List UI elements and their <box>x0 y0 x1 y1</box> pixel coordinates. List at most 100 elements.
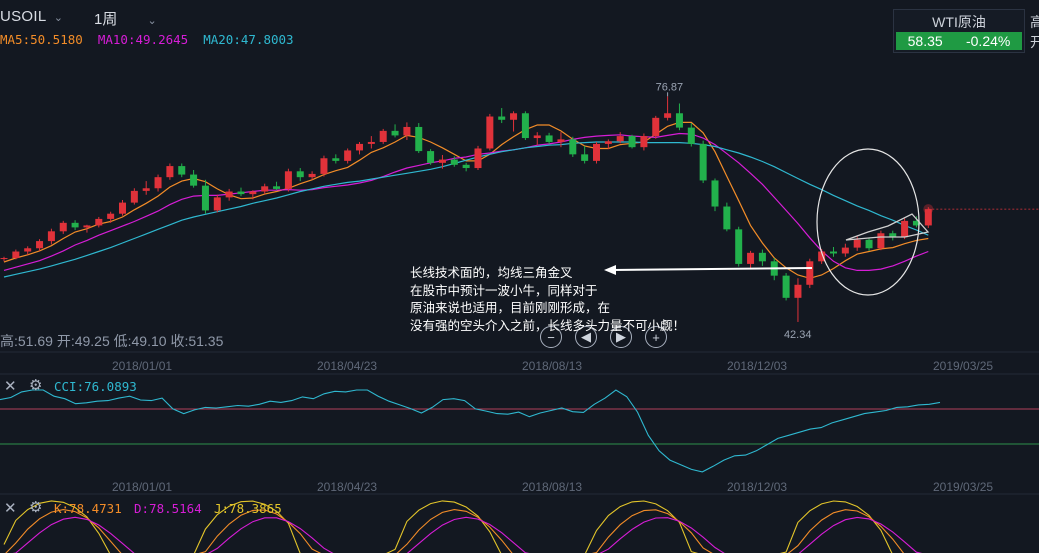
annotation-line: 长线技术面的，均线三角金叉 <box>410 265 573 280</box>
candle <box>356 143 363 151</box>
candle <box>593 143 600 161</box>
side-high-label: 高 <box>1030 14 1039 30</box>
candle <box>901 220 909 238</box>
candle <box>284 171 292 189</box>
candle <box>225 191 233 198</box>
candle <box>569 139 577 155</box>
cci-line <box>0 389 941 473</box>
candle <box>640 136 648 148</box>
kdj-k-label: K:78.4731 <box>54 501 122 516</box>
candle <box>723 206 731 230</box>
candle <box>47 231 55 242</box>
candle <box>758 252 766 262</box>
symbol-selector[interactable]: USOIL ⌄ <box>0 8 63 25</box>
quote-panel[interactable]: WTI原油 58.35 -0.24% <box>893 9 1025 53</box>
candle <box>924 209 932 226</box>
period-label: 1周 <box>94 11 118 28</box>
last-price-glow <box>923 204 934 215</box>
candle <box>604 141 612 144</box>
candle <box>308 173 316 178</box>
candle <box>474 148 482 169</box>
candle <box>213 197 221 211</box>
candle <box>201 185 209 211</box>
quote-title: WTI原油 <box>932 14 986 30</box>
candle <box>616 136 624 142</box>
symbol-label: USOIL <box>0 8 46 25</box>
x-tick-label: 2019/03/25 <box>933 480 994 494</box>
annotation-line: 原油来说也适用，目前刚刚形成，在 <box>410 300 611 315</box>
zoom-out-icon[interactable]: − <box>540 326 562 348</box>
triangle-sketch <box>845 213 930 241</box>
step-back-icon[interactable]: ◀ <box>575 326 597 348</box>
candle <box>557 139 565 142</box>
quote-change: -0.24% <box>965 33 1011 49</box>
candle <box>59 222 67 232</box>
candle <box>912 220 920 226</box>
candle <box>687 127 695 144</box>
candle <box>107 213 115 219</box>
annotation-arrow <box>611 267 813 271</box>
candle <box>486 116 494 149</box>
gear-icon[interactable]: ⚙ <box>29 499 43 516</box>
x-tick-label: 2018/12/03 <box>727 480 788 494</box>
period-selector[interactable]: 1周 ⌄ <box>94 8 157 29</box>
x-tick-label: 2018/01/01 <box>112 480 173 494</box>
candle <box>462 164 470 169</box>
candle <box>853 239 861 248</box>
candle <box>652 117 660 137</box>
side-open-label: 开 <box>1030 34 1039 50</box>
ohlc-readout: 高:51.69 开:49.25 低:49.10 收:51.35 <box>0 333 224 349</box>
candle <box>332 158 340 161</box>
candle <box>510 113 518 120</box>
ma-legend: MA5:50.5180 MA10:49.2645 MA20:47.8003 <box>0 32 294 47</box>
candle <box>628 136 636 148</box>
kdj-j-line <box>3 500 893 553</box>
cci-label: CCI:76.0893 <box>54 379 137 394</box>
x-tick-label: 2019/03/25 <box>933 359 994 373</box>
candle <box>699 143 707 181</box>
kdj-d-line <box>12 516 923 553</box>
candle <box>581 154 589 161</box>
candle <box>427 151 435 163</box>
candle <box>830 251 837 254</box>
gear-icon[interactable]: ⚙ <box>29 377 43 394</box>
candle <box>711 180 719 207</box>
candle <box>12 251 20 259</box>
candle <box>71 222 79 228</box>
annotation-line: 没有强的空头介入之前，长线多头力量不可小觑！ <box>410 317 686 333</box>
candle <box>391 130 399 136</box>
candle <box>83 225 91 228</box>
candle <box>237 191 245 195</box>
x-tick-label: 2018/08/13 <box>522 480 583 494</box>
quote-price-row: 58.35 -0.24% <box>896 32 1022 50</box>
candle <box>379 130 387 142</box>
ma-line-ma5 <box>3 121 929 279</box>
x-tick-label: 2018/12/03 <box>727 359 788 373</box>
x-tick-label: 2018/08/13 <box>522 359 583 373</box>
step-forward-icon[interactable]: ▶ <box>610 326 632 348</box>
quote-price: 58.35 <box>907 33 943 49</box>
close-icon[interactable]: ✕ <box>4 378 17 395</box>
candle <box>190 174 198 186</box>
ma10-label: MA10:49.2645 <box>97 32 189 47</box>
ma5-label: MA5:50.5180 <box>0 32 83 47</box>
ma-line-ma20 <box>3 141 929 278</box>
candle <box>841 247 849 254</box>
candle <box>154 177 162 189</box>
candle <box>320 158 328 174</box>
candle <box>545 135 553 142</box>
candle <box>24 248 32 252</box>
zoom-in-icon[interactable]: + <box>645 326 667 348</box>
candle <box>178 166 186 175</box>
candle <box>794 284 802 298</box>
candle <box>533 135 541 139</box>
low-price-label: 42.34 <box>784 329 812 341</box>
candle <box>403 126 411 136</box>
candle <box>273 186 281 189</box>
annotation-text: 长线技术面的，均线三角金叉 在股市中预计一波小牛，同样对于 原油来说也适用，目前… <box>410 264 710 334</box>
candle <box>675 113 683 128</box>
close-icon[interactable]: ✕ <box>4 500 17 517</box>
arrow-head <box>604 265 616 275</box>
candle <box>36 241 44 249</box>
